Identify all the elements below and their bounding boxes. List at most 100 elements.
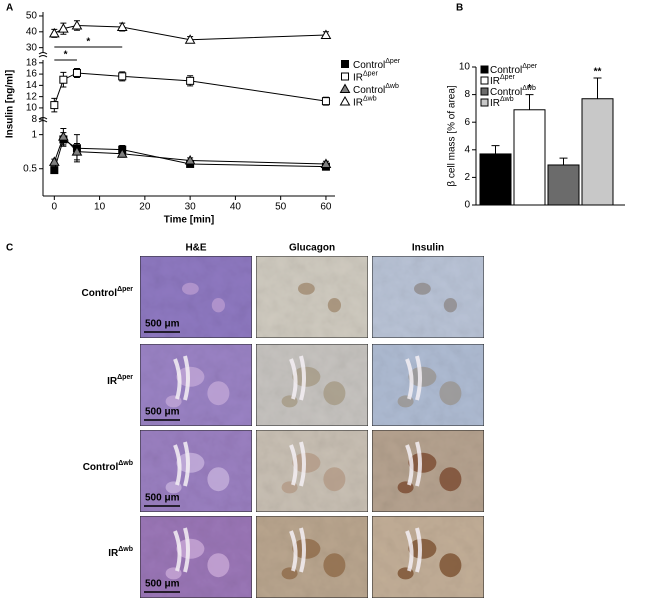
label-superscript: Δwb — [118, 546, 133, 553]
islet — [176, 538, 205, 559]
legend-label: IRΔper — [490, 74, 515, 87]
label-name: IR — [108, 548, 119, 559]
y-tick-label: 16 — [26, 69, 38, 80]
scale-bar-label: 500 μm — [145, 319, 180, 330]
legend-marker — [339, 83, 351, 93]
y-axis-label: β cell mass [% of area] — [447, 85, 458, 187]
y-tick-label: 40 — [26, 26, 38, 37]
legend-label: ControlΔper — [490, 63, 538, 76]
marker — [50, 101, 59, 110]
marker — [48, 156, 60, 166]
x-tick-label: 50 — [275, 202, 287, 213]
label-name: IR — [353, 72, 363, 83]
vessel — [289, 355, 306, 401]
x-tick-label: 10 — [94, 202, 106, 213]
significance-label: * — [528, 83, 532, 94]
marker — [320, 158, 332, 168]
y-tick-label: 0.5 — [23, 163, 37, 174]
bracket-label: * — [86, 37, 90, 48]
islet — [211, 298, 225, 313]
marker — [320, 29, 332, 39]
label-superscript: Δper — [500, 74, 515, 81]
legend-label: ControlΔper — [353, 58, 401, 71]
y-tick-label: 50 — [26, 11, 38, 22]
label-name: IR — [353, 97, 363, 108]
x-axis-label: Time [min] — [164, 215, 214, 226]
label-superscript: Δwb — [385, 83, 399, 90]
y-tick-label: 12 — [26, 91, 38, 102]
label-superscript: Δper — [522, 63, 537, 70]
islet — [439, 553, 462, 578]
islet — [176, 366, 205, 387]
marker — [71, 146, 83, 156]
panel-label: A — [6, 3, 13, 14]
label-superscript: Δwb — [118, 460, 133, 467]
y-tick-label: 18 — [26, 57, 38, 68]
series-line — [53, 72, 327, 106]
axis-break — [38, 117, 48, 123]
legend-swatch — [480, 87, 489, 96]
label-superscript: Δper — [385, 58, 400, 65]
label-name: Control — [83, 462, 119, 473]
islet — [323, 381, 346, 406]
legend-label: IRΔwb — [490, 96, 514, 109]
vessel — [405, 355, 422, 401]
legend-swatch — [480, 98, 489, 107]
x-tick-label: 60 — [320, 202, 332, 213]
islet — [298, 282, 315, 295]
legend-marker — [339, 95, 351, 106]
legend-label: ControlΔwb — [490, 85, 536, 98]
marker — [72, 68, 81, 77]
marker — [58, 23, 69, 33]
vessel — [289, 441, 306, 487]
bracket-label: * — [64, 50, 68, 61]
marker — [118, 72, 127, 81]
x-tick-label: 40 — [230, 202, 242, 213]
marker — [184, 155, 196, 165]
y-tick-label: 2 — [464, 172, 470, 183]
islet — [327, 298, 341, 313]
micrograph — [139, 255, 253, 339]
y-tick-label: 30 — [26, 42, 38, 53]
legend-marker — [341, 60, 349, 68]
legend-label: IRΔwb — [353, 95, 377, 108]
panel-label: C — [6, 243, 13, 254]
bar — [513, 109, 546, 206]
label-name: Control — [353, 60, 385, 71]
bar — [479, 153, 512, 206]
y-tick-label: 8 — [31, 114, 37, 125]
column-header: Glucagon — [289, 243, 335, 254]
islet — [176, 452, 205, 473]
label-name: IR — [490, 76, 500, 87]
label-superscript: Δper — [117, 286, 133, 293]
y-tick-label: 10 — [26, 103, 38, 114]
row-label: ControlΔper — [82, 286, 134, 299]
bar — [581, 98, 614, 206]
islet — [207, 467, 230, 492]
legend-marker — [341, 72, 349, 81]
label-superscript: Δwb — [522, 85, 536, 92]
label-superscript: Δper — [363, 70, 378, 77]
vessel — [405, 441, 422, 487]
marker — [184, 34, 196, 44]
error-bar — [491, 145, 500, 154]
marker — [186, 76, 195, 85]
islet — [439, 381, 462, 406]
vessel — [289, 527, 306, 573]
scale-bar-label: 500 μm — [145, 493, 180, 504]
islet — [439, 467, 462, 492]
y-tick-label: 6 — [464, 117, 470, 128]
label-name: Control — [490, 65, 522, 76]
islet — [207, 553, 230, 578]
marker — [59, 75, 68, 84]
marker — [50, 166, 59, 175]
label-name: IR — [107, 376, 118, 387]
column-header: Insulin — [412, 243, 444, 254]
y-tick-label: 0 — [464, 200, 470, 211]
vessel — [173, 355, 190, 401]
label-superscript: Δper — [117, 374, 133, 381]
islet — [408, 538, 437, 559]
islet — [182, 282, 199, 295]
marker — [58, 131, 69, 141]
